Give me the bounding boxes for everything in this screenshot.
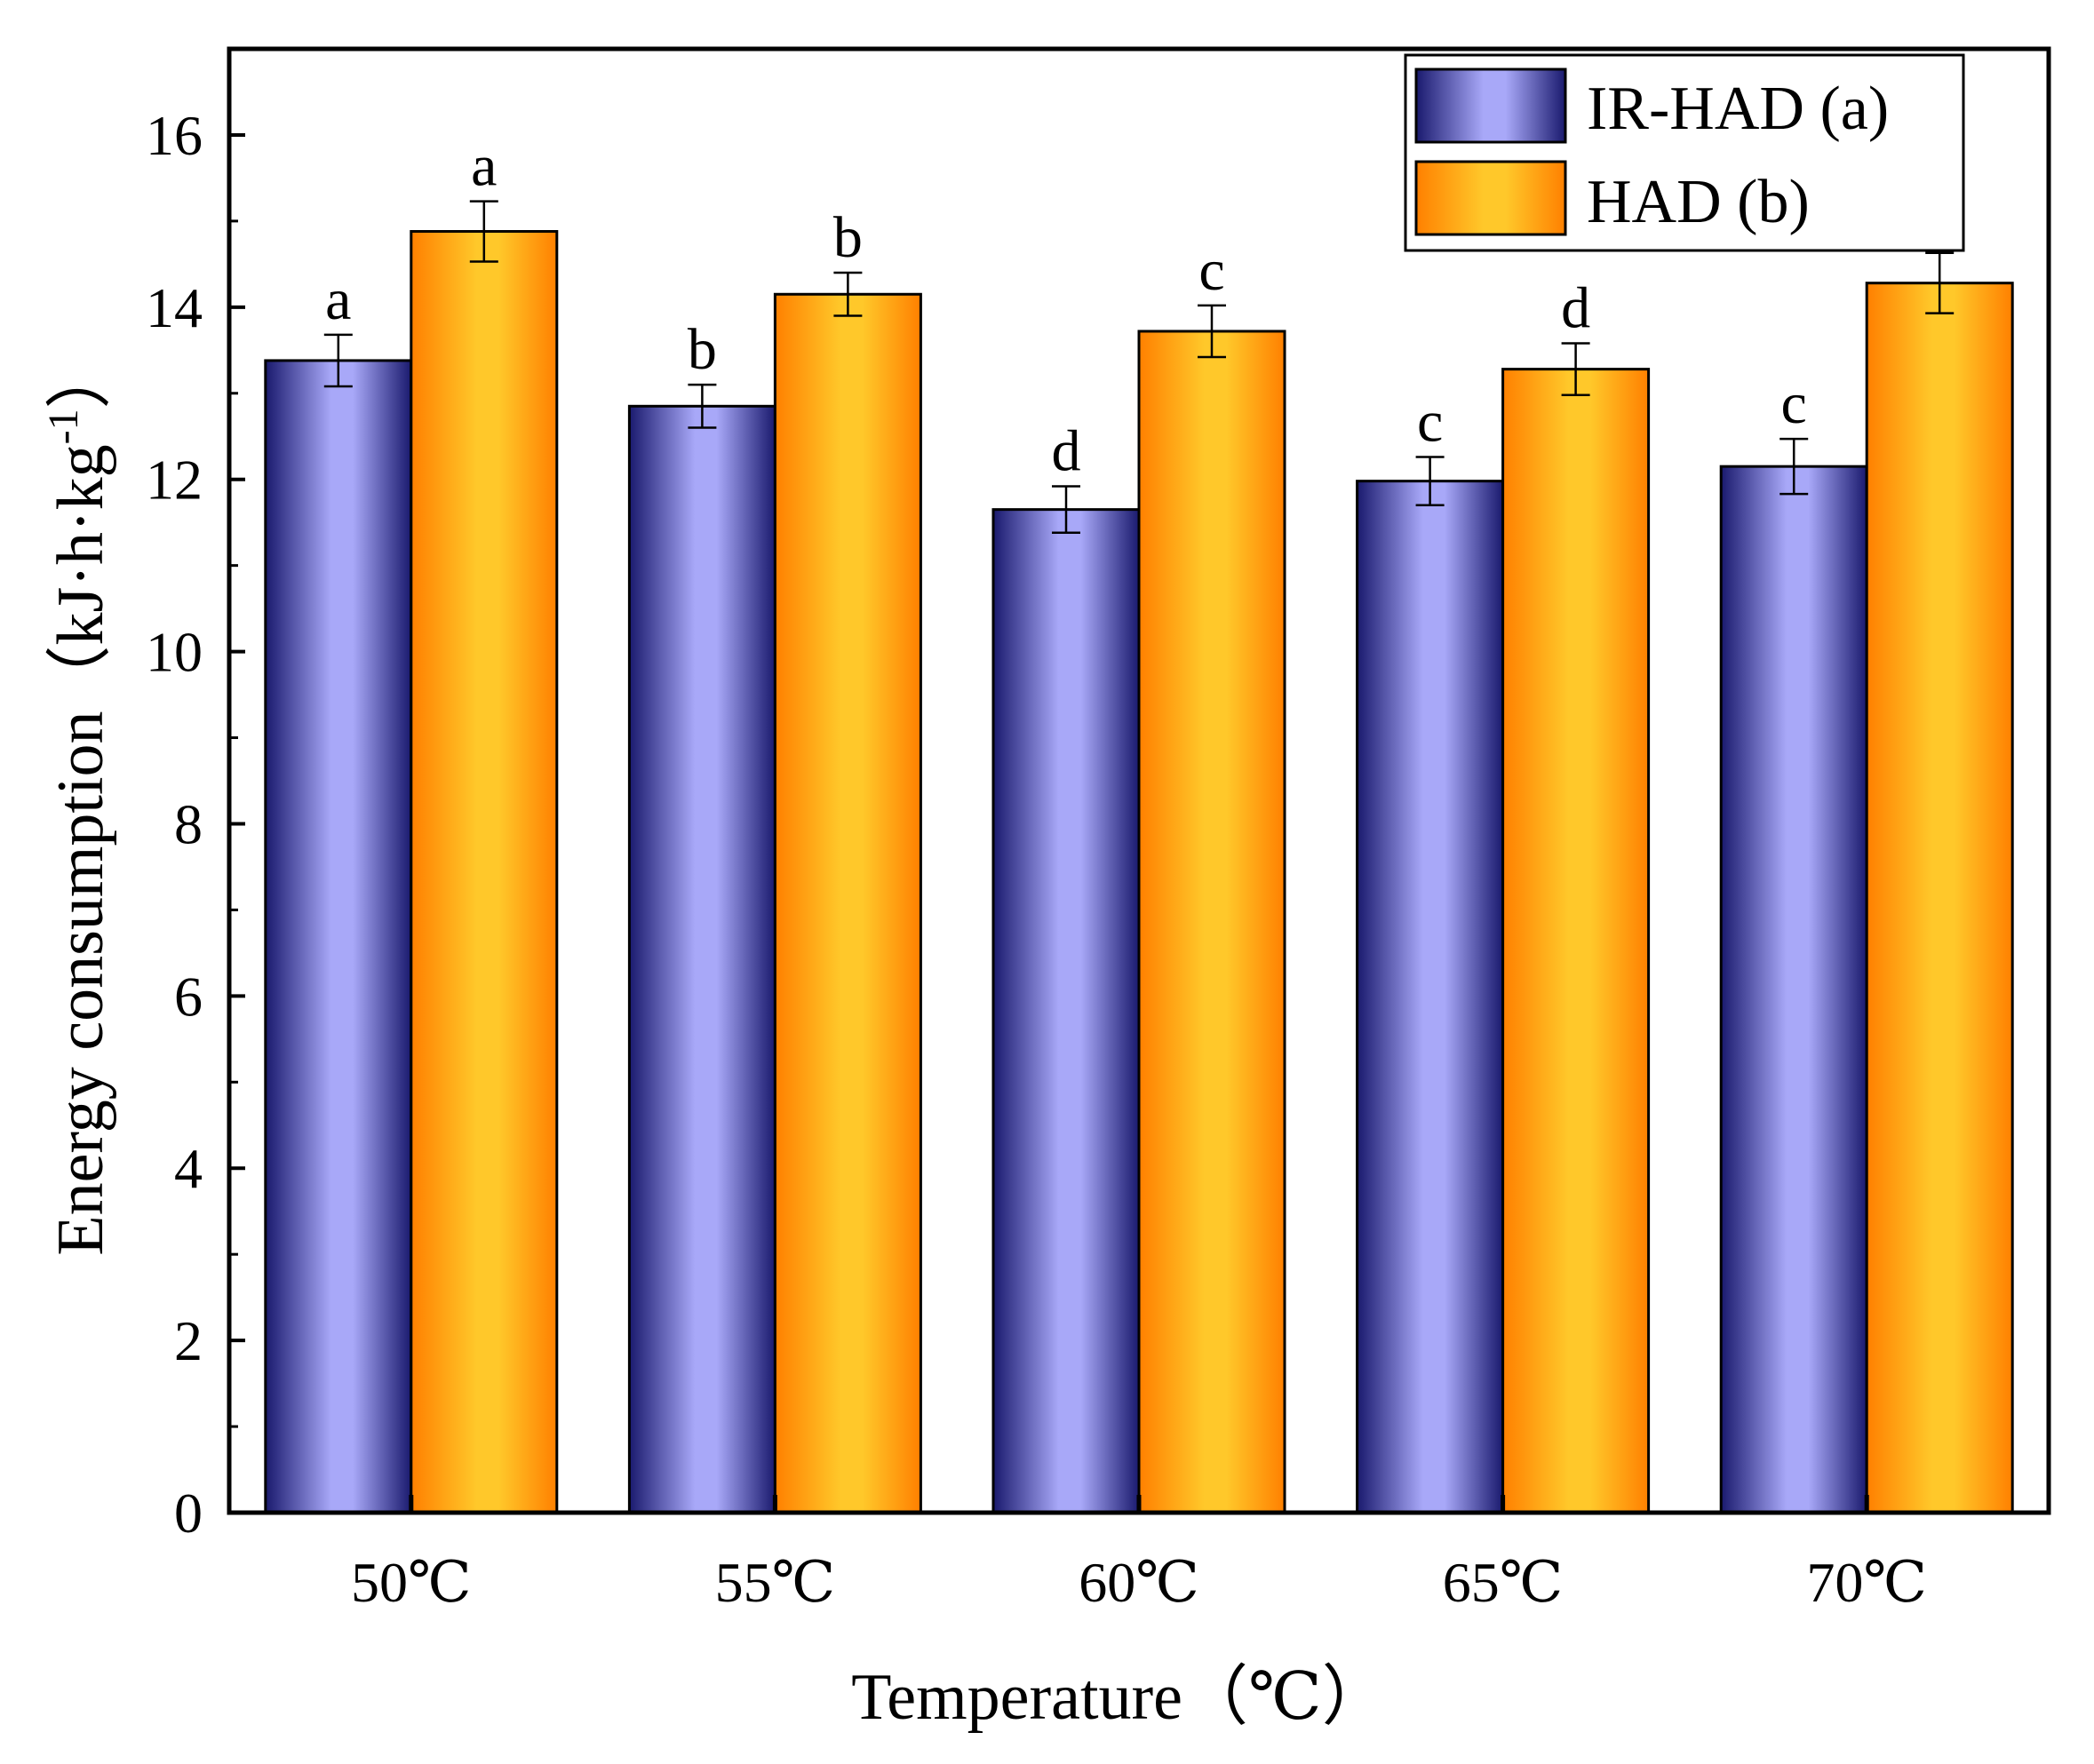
significance-label: d xyxy=(1561,276,1590,341)
significance-labels-layer: a a b b d c c d c xyxy=(325,134,1807,484)
y-axis: 0 2 4 6 8 10 12 14 16 xyxy=(146,104,245,1545)
y-axis-title-close: ） xyxy=(44,343,117,409)
bar-ir-had-3 xyxy=(1356,480,1505,1514)
bar-had-0 xyxy=(410,230,559,1514)
bar-had-1 xyxy=(773,292,922,1514)
significance-label: b xyxy=(833,205,863,270)
y-tick-label: 2 xyxy=(174,1309,203,1372)
significance-label: a xyxy=(325,267,351,332)
legend-label-had: HAD (b) xyxy=(1587,168,1810,236)
bar-ir-had-0 xyxy=(264,359,413,1514)
significance-label: c xyxy=(1781,371,1807,436)
legend-swatch-had xyxy=(1414,160,1567,236)
bar-had-2 xyxy=(1137,330,1286,1514)
y-axis-title-superscript: -1 xyxy=(40,409,87,444)
y-tick-label: 16 xyxy=(146,104,203,167)
y-tick-label: 8 xyxy=(174,792,203,855)
bar-had-4 xyxy=(1865,282,2014,1514)
bar-ir-had-2 xyxy=(991,508,1141,1514)
y-axis-title-main: Energy consumption（kJ·h·kg xyxy=(44,444,117,1255)
x-tick-label: 50℃ xyxy=(351,1551,472,1614)
significance-label: a xyxy=(471,134,497,199)
x-tick-label: 55℃ xyxy=(715,1551,836,1614)
significance-label: c xyxy=(1198,238,1224,303)
error-bars-layer xyxy=(323,200,1955,535)
x-tick-label: 60℃ xyxy=(1079,1551,1199,1614)
x-axis: 50℃ 55℃ 60℃ 65℃ 70℃ xyxy=(351,1495,1927,1614)
legend-label-ir-had: IR-HAD (a) xyxy=(1587,75,1889,143)
x-tick-label: 70℃ xyxy=(1806,1551,1927,1614)
y-tick-label: 10 xyxy=(146,621,203,684)
x-tick-label: 65℃ xyxy=(1443,1551,1564,1614)
y-tick-label: 14 xyxy=(146,276,203,339)
significance-label: c xyxy=(1417,390,1443,455)
y-tick-label: 12 xyxy=(146,449,203,512)
y-axis-title: Energy consumption（kJ·h·kg-1） xyxy=(40,343,117,1255)
legend-swatch-ir-had xyxy=(1414,68,1567,144)
bars-layer xyxy=(264,230,2014,1514)
bar-ir-had-1 xyxy=(627,404,776,1514)
y-tick-label: 4 xyxy=(174,1137,203,1200)
bar-had-3 xyxy=(1501,368,1651,1514)
x-axis-title: Temperature（℃） xyxy=(851,1661,1388,1734)
bar-ir-had-4 xyxy=(1719,465,1868,1514)
legend: IR-HAD (a) HAD (b) xyxy=(1404,53,1965,252)
y-tick-label: 6 xyxy=(174,965,203,1028)
y-tick-label: 0 xyxy=(174,1482,203,1545)
significance-label: b xyxy=(688,317,717,382)
significance-label: d xyxy=(1052,418,1081,483)
